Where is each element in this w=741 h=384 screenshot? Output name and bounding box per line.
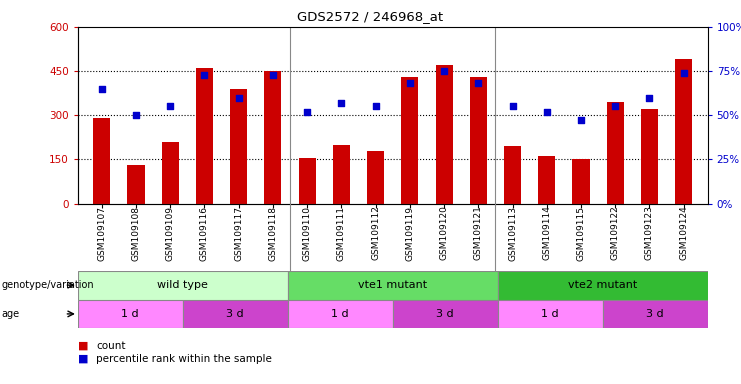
Text: GSM109121: GSM109121: [473, 205, 483, 260]
Text: GSM109109: GSM109109: [166, 205, 175, 260]
Bar: [402, 77, 419, 204]
Point: [302, 109, 313, 115]
Bar: [367, 151, 384, 204]
Text: GSM109117: GSM109117: [234, 205, 243, 260]
Text: GSM109124: GSM109124: [679, 205, 688, 260]
Bar: [641, 109, 658, 204]
Text: GSM109118: GSM109118: [268, 205, 277, 260]
Text: GSM109112: GSM109112: [371, 205, 380, 260]
Point: [130, 112, 142, 118]
Point: [199, 71, 210, 78]
Point: [507, 103, 519, 109]
Text: GSM109123: GSM109123: [645, 205, 654, 260]
Bar: [78, 271, 288, 300]
Text: vte1 mutant: vte1 mutant: [358, 280, 428, 290]
Text: GSM109115: GSM109115: [576, 205, 585, 260]
Point: [438, 68, 450, 74]
Bar: [498, 271, 708, 300]
Point: [96, 86, 107, 92]
Text: GDS2572 / 246968_at: GDS2572 / 246968_at: [297, 10, 444, 23]
Bar: [538, 156, 555, 204]
Point: [643, 94, 655, 101]
Bar: [196, 68, 213, 204]
Bar: [265, 71, 282, 204]
Text: GSM109114: GSM109114: [542, 205, 551, 260]
Point: [541, 109, 553, 115]
Text: 3 d: 3 d: [227, 309, 244, 319]
Bar: [333, 145, 350, 204]
Bar: [607, 102, 624, 204]
Text: GSM109108: GSM109108: [131, 205, 141, 260]
Bar: [470, 77, 487, 204]
Text: GSM109110: GSM109110: [302, 205, 312, 260]
Bar: [93, 118, 110, 204]
Text: GSM109119: GSM109119: [405, 205, 414, 260]
Text: ■: ■: [78, 341, 88, 351]
Point: [233, 94, 245, 101]
Bar: [127, 165, 144, 204]
Point: [267, 71, 279, 78]
Text: 1 d: 1 d: [542, 309, 559, 319]
Text: GSM109113: GSM109113: [508, 205, 517, 260]
Point: [678, 70, 690, 76]
Text: age: age: [1, 309, 19, 319]
Bar: [436, 65, 453, 204]
Text: wild type: wild type: [157, 280, 208, 290]
Text: GSM109120: GSM109120: [439, 205, 448, 260]
Point: [575, 118, 587, 124]
Text: GSM109107: GSM109107: [97, 205, 106, 260]
Text: count: count: [96, 341, 126, 351]
Bar: [230, 89, 247, 204]
Point: [336, 100, 348, 106]
Text: genotype/variation: genotype/variation: [1, 280, 94, 290]
Point: [404, 80, 416, 86]
Point: [165, 103, 176, 109]
Point: [370, 103, 382, 109]
Bar: [504, 146, 521, 204]
Bar: [675, 59, 692, 204]
Text: 1 d: 1 d: [122, 309, 139, 319]
Bar: [183, 300, 288, 328]
Point: [472, 80, 484, 86]
Text: ■: ■: [78, 354, 88, 364]
Text: GSM109122: GSM109122: [611, 205, 619, 260]
Bar: [393, 300, 498, 328]
Bar: [299, 158, 316, 204]
Text: 3 d: 3 d: [646, 309, 664, 319]
Text: 3 d: 3 d: [436, 309, 454, 319]
Bar: [288, 271, 498, 300]
Text: percentile rank within the sample: percentile rank within the sample: [96, 354, 272, 364]
Bar: [602, 300, 708, 328]
Point: [609, 103, 621, 109]
Bar: [288, 300, 393, 328]
Text: vte2 mutant: vte2 mutant: [568, 280, 637, 290]
Bar: [573, 159, 590, 204]
Bar: [162, 142, 179, 204]
Text: 1 d: 1 d: [331, 309, 349, 319]
Text: GSM109111: GSM109111: [337, 205, 346, 260]
Bar: [78, 300, 183, 328]
Bar: [498, 300, 602, 328]
Text: GSM109116: GSM109116: [200, 205, 209, 260]
